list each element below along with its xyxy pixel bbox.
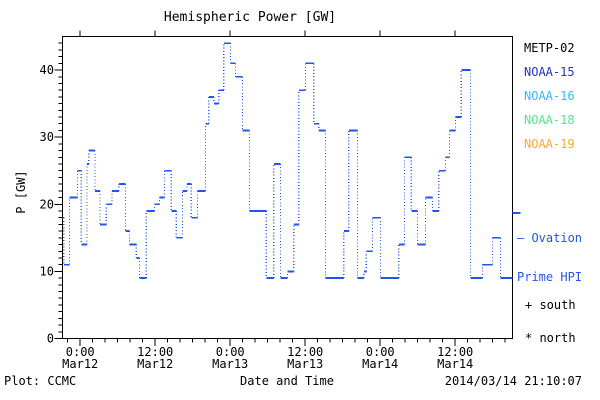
svg-text:20: 20 xyxy=(40,197,54,211)
legend-item-noaa-19: NOAA-19 xyxy=(524,137,575,151)
svg-text:12:00: 12:00 xyxy=(137,345,173,359)
plot-box xyxy=(62,36,513,339)
svg-text:Mar12: Mar12 xyxy=(137,357,173,371)
svg-text:12:00: 12:00 xyxy=(437,345,473,359)
legend-item-noaa-18: NOAA-18 xyxy=(524,113,575,127)
satellite-legend: METP-02 NOAA-15 NOAA-16 NOAA-18 NOAA-19 xyxy=(524,36,599,156)
svg-text:Mar14: Mar14 xyxy=(437,357,473,371)
svg-text:0:00: 0:00 xyxy=(216,345,245,359)
svg-text:0:00: 0:00 xyxy=(366,345,395,359)
north-marker-note: * north xyxy=(525,331,576,345)
svg-text:0:00: 0:00 xyxy=(66,345,95,359)
ovation-legend-line2: Prime HPI xyxy=(517,270,583,284)
svg-text:40: 40 xyxy=(40,63,54,77)
legend-item-metp-02: METP-02 xyxy=(524,41,575,55)
svg-text:Mar13: Mar13 xyxy=(287,357,323,371)
svg-text:Mar13: Mar13 xyxy=(212,357,248,371)
legend-item-noaa-16: NOAA-16 xyxy=(524,89,575,103)
svg-text:Mar14: Mar14 xyxy=(362,357,398,371)
svg-text:Mar12: Mar12 xyxy=(62,357,98,371)
svg-text:0: 0 xyxy=(47,332,54,346)
ovation-prime-legend: — Ovation Prime HPI xyxy=(517,206,599,310)
x-axis-label: Date and Time xyxy=(240,374,334,388)
svg-text:30: 30 xyxy=(40,130,54,144)
svg-text:12:00: 12:00 xyxy=(287,345,323,359)
plot-credit: Plot: CCMC xyxy=(4,374,77,388)
legend-item-noaa-15: NOAA-15 xyxy=(524,65,575,79)
svg-text:10: 10 xyxy=(40,264,54,278)
ovation-legend-line1: — Ovation xyxy=(517,231,583,245)
plot-timestamp: 2014/03/14 21:10:07 xyxy=(444,374,582,388)
chart-title: Hemispheric Power [GW] xyxy=(163,10,337,25)
south-marker-note: + south xyxy=(525,298,576,312)
